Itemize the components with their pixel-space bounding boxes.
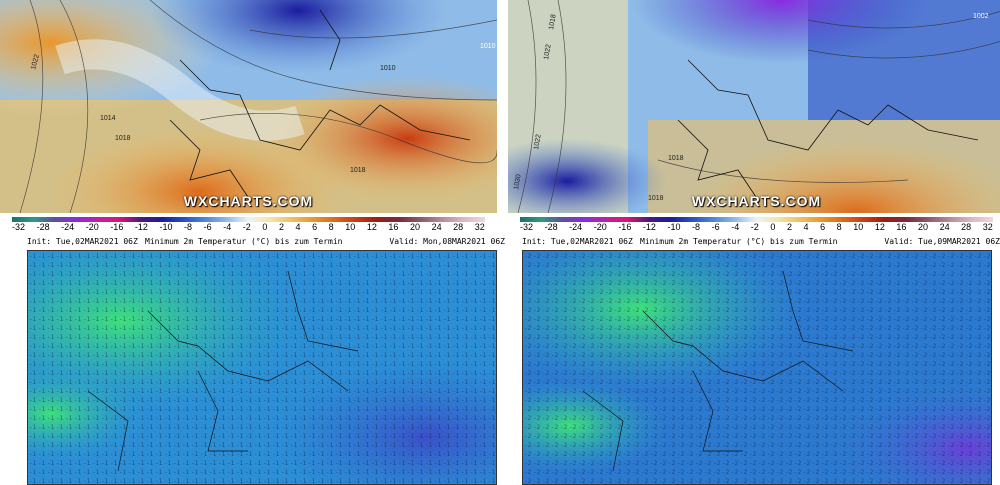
scale-tick-label: -20 [85, 222, 99, 232]
color-scale-ticks: -32 -28 -24 -20 -16 -12 -10 -8 -6 -4 -2 0 2 4 6 8 10 12 16… [520, 222, 993, 234]
scale-tick-label: 12 [366, 222, 377, 232]
scale-tick-label: 10 [345, 222, 356, 232]
scale-tick-label: 16 [896, 222, 907, 232]
init-time: Init: Tue,02MAR2021 06Z [27, 237, 138, 246]
scale-tick-label: 28 [961, 222, 972, 232]
scale-tick-label: 0 [770, 222, 776, 232]
scale-tick-label: 20 [917, 222, 928, 232]
scale-tick-label: 8 [328, 222, 334, 232]
watermark: WXCHARTS.COM [183, 193, 314, 209]
scale-tick-label: 12 [874, 222, 885, 232]
scale-tick-label: -6 [711, 222, 720, 232]
scale-tick-label: 6 [820, 222, 826, 232]
scale-tick-label: 2 [278, 222, 284, 232]
scale-tick-label: 4 [803, 222, 809, 232]
color-scale-bar [520, 217, 993, 222]
scale-tick-label: 24 [431, 222, 442, 232]
color-scale-ticks: -32 -28 -24 -20 -16 -12 -10 -8 -6 -4 -2 0 2 4 6 8 10 12 16… [12, 222, 485, 234]
scale-tick-label: 8 [836, 222, 842, 232]
scale-tick-label: -10 [667, 222, 681, 232]
scale-tick-label: -32 [12, 222, 26, 232]
scale-tick-label: -12 [134, 222, 148, 232]
scale-tick-label: 16 [388, 222, 399, 232]
scale-tick-label: 28 [453, 222, 464, 232]
map-title: Minimum 2m Temperatur (°C) bis zum Termi… [640, 237, 838, 246]
min-temp-grid-left: -1 [28, 251, 496, 484]
scale-tick-label: -2 [242, 222, 251, 232]
temperature-map-top-left: 1022 1018 1010 1018 1010 1014 [0, 0, 497, 213]
valid-time: Valid: Tue,09MAR2021 06Z [884, 237, 1000, 246]
isobar-label: 1002 [973, 13, 989, 20]
color-scale-right: -32 -28 -24 -20 -16 -12 -10 -8 -6 -4 -2 0 2 4 6 8 10 12 16… [508, 215, 1000, 235]
info-line-right: Init: Tue,02MAR2021 06Z Minimum 2m Tempe… [522, 237, 1000, 249]
scale-tick-label: 32 [474, 222, 485, 232]
isobar-label: 1022 [533, 134, 543, 151]
scale-tick-label: -20 [593, 222, 607, 232]
min-temp-map-left: -1 [27, 250, 497, 485]
isobar-label: 1018 [668, 155, 684, 162]
init-time: Init: Tue,02MAR2021 06Z [522, 237, 633, 246]
scale-tick-label: -16 [618, 222, 632, 232]
color-scale-left: -32 -28 -24 -20 -16 -12 -10 -8 -6 -4 -2 0 2 4 6 8 10 12 16… [0, 215, 497, 235]
scale-tick-label: -28 [36, 222, 50, 232]
info-line-left: Init: Tue,02MAR2021 06Z Minimum 2m Tempe… [27, 237, 505, 249]
isobar-label: 1018 [350, 167, 366, 174]
scale-tick-label: 24 [939, 222, 950, 232]
scale-tick-label: -10 [159, 222, 173, 232]
scale-tick-label: -8 [692, 222, 701, 232]
scale-tick-label: 20 [409, 222, 420, 232]
isobar-label: 1014 [100, 115, 116, 122]
scale-tick-label: 0 [262, 222, 268, 232]
isobar-label: 1010 [380, 65, 396, 72]
map-top-right: 1018 1022 1030 1022 1018 1002 1018 WXCHA… [508, 0, 1000, 213]
isobar-label: 1018 [548, 14, 558, 31]
scale-tick-label: 4 [295, 222, 301, 232]
scale-tick-label: -4 [223, 222, 232, 232]
scale-tick-label: 10 [853, 222, 864, 232]
scale-tick-label: -2 [750, 222, 759, 232]
temperature-map-top-right: 1018 1022 1030 1022 1018 1002 1018 [508, 0, 1000, 213]
scale-tick-label: -24 [61, 222, 75, 232]
scale-tick-label: -24 [569, 222, 583, 232]
map-top-left: 1022 1018 1010 1018 1010 1014 WXCHARTS.C… [0, 0, 497, 213]
scale-tick-label: 2 [786, 222, 792, 232]
scale-tick-label: -32 [520, 222, 534, 232]
scale-tick-label: 32 [982, 222, 993, 232]
color-scale-bar [12, 217, 485, 222]
isobar-label: 1018 [648, 195, 664, 202]
watermark: WXCHARTS.COM [691, 193, 822, 209]
scale-tick-label: -16 [110, 222, 124, 232]
scale-tick-label: -28 [544, 222, 558, 232]
scale-tick-label: -4 [731, 222, 740, 232]
isobar-label: 1030 [513, 174, 523, 191]
scale-tick-label: -6 [203, 222, 212, 232]
scale-tick-label: 6 [312, 222, 318, 232]
min-temp-map-right: -2 [522, 250, 992, 485]
min-temp-grid-right: -2 [523, 251, 991, 484]
valid-time: Valid: Mon,08MAR2021 06Z [389, 237, 505, 246]
isobar-label: 1022 [543, 44, 553, 61]
scale-tick-label: -8 [184, 222, 193, 232]
isobar-label: 1010 [480, 43, 496, 50]
isobar-label: 1022 [30, 54, 41, 71]
map-title: Minimum 2m Temperatur (°C) bis zum Termi… [145, 237, 343, 246]
isobar-label: 1018 [115, 135, 131, 142]
scale-tick-label: -12 [642, 222, 656, 232]
